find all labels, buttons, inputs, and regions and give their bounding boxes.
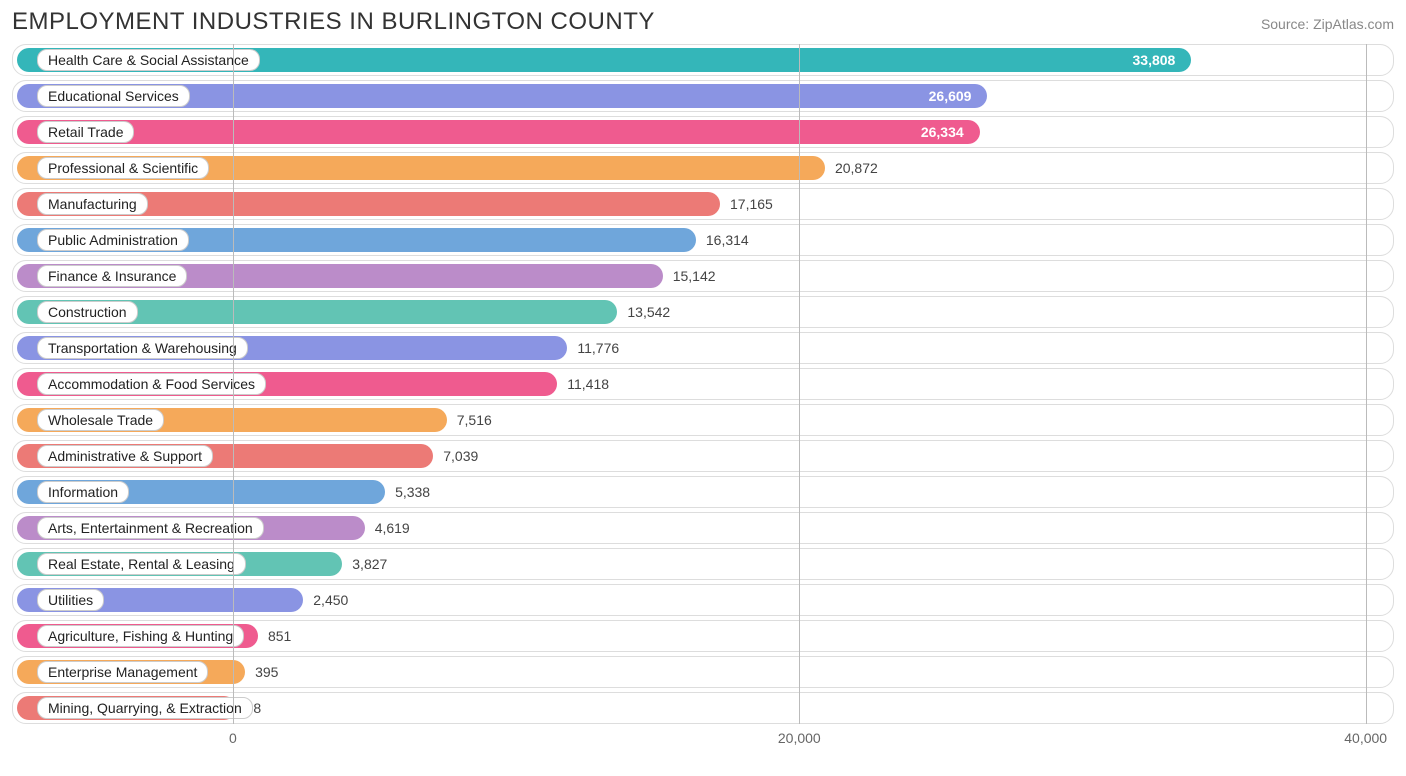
bar-row: 17,165 Manufacturing bbox=[12, 188, 1394, 220]
category-label: Arts, Entertainment & Recreation bbox=[37, 517, 264, 539]
chart-area: 33,808 Health Care & Social Assistance 26,… bbox=[12, 44, 1394, 752]
category-label: Finance & Insurance bbox=[37, 265, 187, 287]
category-label: Administrative & Support bbox=[37, 445, 213, 467]
axis-tick-label: 20,000 bbox=[778, 730, 821, 746]
value-label: 16,314 bbox=[706, 232, 749, 248]
category-label: Transportation & Warehousing bbox=[37, 337, 248, 359]
bar-row: 395 Enterprise Management bbox=[12, 656, 1394, 688]
bar-row: 7,039 Administrative & Support bbox=[12, 440, 1394, 472]
bar-row: 20,872 Professional & Scientific bbox=[12, 152, 1394, 184]
chart-source: Source: ZipAtlas.com bbox=[1261, 16, 1394, 32]
value-label: 7,516 bbox=[457, 412, 492, 428]
bar-row: 26,334 Retail Trade bbox=[12, 116, 1394, 148]
value-label: 4,619 bbox=[375, 520, 410, 536]
bar-row: 26,609 Educational Services bbox=[12, 80, 1394, 112]
category-label: Enterprise Management bbox=[37, 661, 208, 683]
category-label: Professional & Scientific bbox=[37, 157, 209, 179]
value-label: 20,872 bbox=[835, 160, 878, 176]
axis-tick-label: 0 bbox=[229, 730, 237, 746]
category-label: Construction bbox=[37, 301, 138, 323]
category-label: Agriculture, Fishing & Hunting bbox=[37, 625, 244, 647]
bar-row: 5,338 Information bbox=[12, 476, 1394, 508]
axis-tick-label: 40,000 bbox=[1344, 730, 1387, 746]
bar-row: 11,418 Accommodation & Food Services bbox=[12, 368, 1394, 400]
value-label: 17,165 bbox=[730, 196, 773, 212]
chart-rows: 33,808 Health Care & Social Assistance 26,… bbox=[12, 44, 1394, 724]
bar bbox=[17, 120, 980, 144]
category-label: Accommodation & Food Services bbox=[37, 373, 266, 395]
bar-row: 11,776 Transportation & Warehousing bbox=[12, 332, 1394, 364]
value-label: 33,808 bbox=[1133, 52, 1176, 68]
bar-row: 15,142 Finance & Insurance bbox=[12, 260, 1394, 292]
bar-row: 7,516 Wholesale Trade bbox=[12, 404, 1394, 436]
bar-row: 16,314 Public Administration bbox=[12, 224, 1394, 256]
category-label: Information bbox=[37, 481, 129, 503]
category-label: Health Care & Social Assistance bbox=[37, 49, 260, 71]
value-label: 11,418 bbox=[567, 376, 609, 392]
value-label: 2,450 bbox=[313, 592, 348, 608]
bar-row: 4,619 Arts, Entertainment & Recreation bbox=[12, 512, 1394, 544]
x-axis: 0 20,000 40,000 bbox=[12, 728, 1394, 752]
value-label: 395 bbox=[255, 664, 278, 680]
chart-title: EMPLOYMENT INDUSTRIES IN BURLINGTON COUN… bbox=[12, 8, 655, 36]
bar-row: 2,450 Utilities bbox=[12, 584, 1394, 616]
value-label: 13,542 bbox=[627, 304, 670, 320]
category-label: Public Administration bbox=[37, 229, 189, 251]
category-label: Retail Trade bbox=[37, 121, 134, 143]
bar-row: 33,808 Health Care & Social Assistance bbox=[12, 44, 1394, 76]
value-label: 851 bbox=[268, 628, 291, 644]
category-label: Real Estate, Rental & Leasing bbox=[37, 553, 246, 575]
value-label: 5,338 bbox=[395, 484, 430, 500]
category-label: Educational Services bbox=[37, 85, 190, 107]
value-label: 3,827 bbox=[352, 556, 387, 572]
category-label: Wholesale Trade bbox=[37, 409, 164, 431]
value-label: 15,142 bbox=[673, 268, 716, 284]
bar-row: 58Mining, Quarrying, & Extraction bbox=[12, 692, 1394, 724]
bar-row: 851 Agriculture, Fishing & Hunting bbox=[12, 620, 1394, 652]
value-label: 26,334 bbox=[921, 124, 964, 140]
value-label: 26,609 bbox=[929, 88, 972, 104]
bar-row: 13,542 Construction bbox=[12, 296, 1394, 328]
value-label: 11,776 bbox=[577, 340, 619, 356]
category-label: Utilities bbox=[37, 589, 104, 611]
category-label: Mining, Quarrying, & Extraction bbox=[37, 697, 253, 719]
category-label: Manufacturing bbox=[37, 193, 148, 215]
bar-row: 3,827 Real Estate, Rental & Leasing bbox=[12, 548, 1394, 580]
chart-header: EMPLOYMENT INDUSTRIES IN BURLINGTON COUN… bbox=[12, 8, 1394, 36]
value-label: 7,039 bbox=[443, 448, 478, 464]
